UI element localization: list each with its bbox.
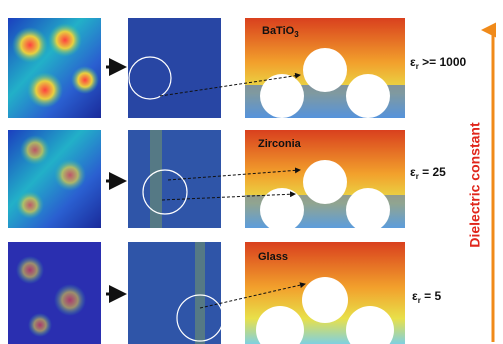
text-part: = 5 [421,289,442,303]
row: Glass εr = 5 [8,242,442,344]
field-image [128,18,221,118]
material-label: BaTiO3 [262,25,299,39]
material-label: Glass [258,251,288,263]
material-label: Zirconia [258,138,302,150]
text-part: BaTiO [262,25,295,37]
epsilon-label: εr >= 1000 [410,55,467,71]
field-image [128,242,221,344]
row: Zirconia εr = 25 [8,130,446,232]
row: BaTiO3 εr >= 1000 [8,18,467,118]
text-part: = 25 [419,165,446,179]
text-part: 3 [294,30,299,39]
axis-label: Dielectric constant [467,122,483,248]
epsilon-label: εr = 5 [412,289,442,305]
field-image [128,130,221,228]
figure: BaTiO3 εr >= 1000 Zirconia εr = 25 [0,0,503,344]
thermal-image [8,242,101,344]
text-part: >= 1000 [419,55,467,69]
epsilon-label: εr = 25 [410,165,446,181]
